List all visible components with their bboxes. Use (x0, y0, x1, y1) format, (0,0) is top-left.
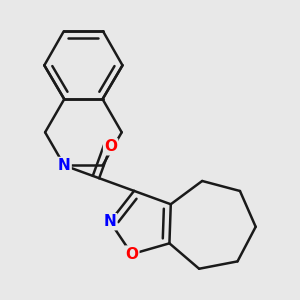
Text: O: O (104, 139, 117, 154)
Text: N: N (103, 214, 116, 229)
Text: N: N (58, 158, 70, 173)
Text: O: O (125, 247, 138, 262)
